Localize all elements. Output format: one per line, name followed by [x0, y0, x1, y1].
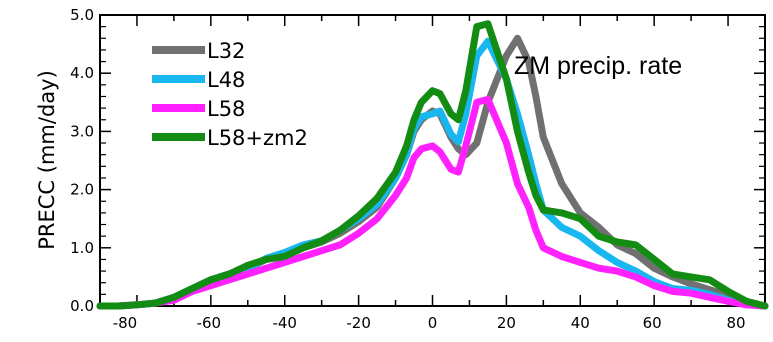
- x-tick-label: 40: [571, 314, 590, 332]
- x-tick-label: -60: [197, 314, 222, 332]
- y-tick-label: 1.0: [70, 239, 94, 257]
- series-line-l58-zm2: [96, 20, 769, 310]
- y-tick-label: 5.0: [70, 6, 94, 24]
- axes-layer: 0.0 1.0 2.0 3.0 4.0 5.0 -80 -60 -40 -20 0 20 40 60 80: [70, 6, 766, 332]
- legend-label: L58: [207, 97, 245, 121]
- y-tick-label: 2.0: [70, 181, 94, 199]
- x-tick-label: -20: [346, 314, 371, 332]
- x-tick-label: 80: [727, 314, 746, 332]
- series-line-l58: [96, 95, 769, 310]
- legend: L32 L48 L58 L58+zm2: [152, 39, 308, 150]
- y-tick-label: 4.0: [70, 64, 94, 82]
- x-tick-label: 0: [428, 314, 438, 332]
- x-tick-label: 20: [497, 314, 516, 332]
- legend-label: L32: [207, 39, 245, 63]
- series-layer: [96, 20, 769, 310]
- y-axis-label: PRECC (mm/day): [35, 70, 59, 250]
- y-tick-label: 0.0: [70, 297, 94, 315]
- legend-label: L58+zm2: [207, 126, 308, 150]
- legend-label: L48: [207, 68, 245, 92]
- x-tick-label: -80: [113, 314, 138, 332]
- x-tick-label: 60: [643, 314, 662, 332]
- x-tick-label: -40: [272, 314, 297, 332]
- chart-annotation: ZM precip. rate: [514, 52, 682, 80]
- y-tick-label: 3.0: [70, 122, 94, 140]
